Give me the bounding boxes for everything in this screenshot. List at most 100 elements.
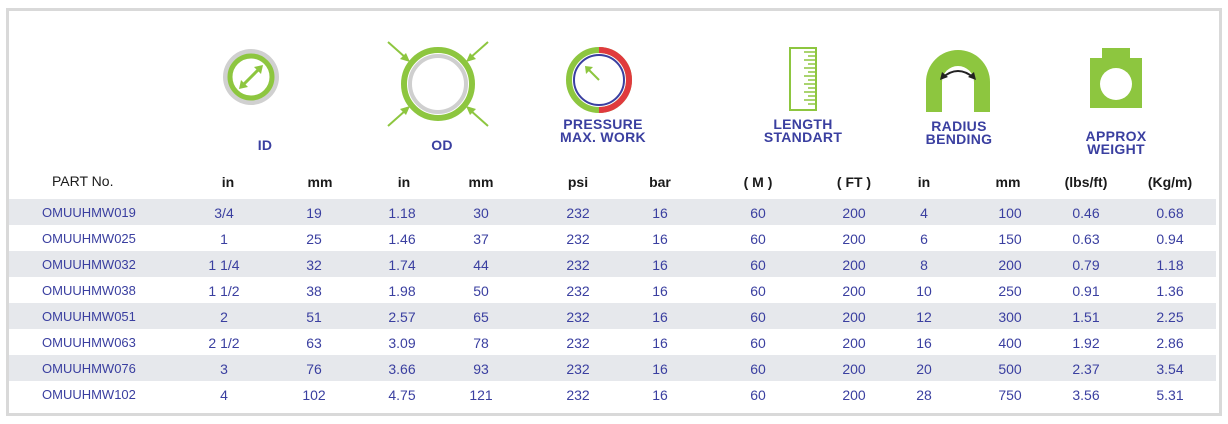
cell-ft: 200	[842, 361, 866, 377]
cell-kg-m: 1.18	[1156, 257, 1184, 273]
length-header: LENGTH STANDART	[748, 116, 858, 145]
cell-m: 60	[750, 361, 766, 377]
bend-radius-icon	[926, 50, 990, 112]
cell-kg-m: 0.94	[1156, 231, 1184, 247]
cell-kg-m: 2.25	[1156, 309, 1184, 325]
cell-m: 60	[750, 335, 766, 351]
cell-od-in: 1.18	[388, 205, 416, 221]
cell-psi: 232	[566, 283, 590, 299]
subheader-id-in: in	[221, 174, 235, 190]
cell-id-in: 2 1/2	[208, 335, 240, 351]
table-row: OMUUHMW102 4 102 4.75 121 232 16 60 200 28 750 3.56…	[9, 381, 1216, 407]
cell-lbs-ft: 0.79	[1072, 257, 1100, 273]
length-header-line2: STANDART	[763, 129, 843, 145]
cell-od-mm: 65	[473, 309, 489, 325]
radius-header: RADIUS BENDING	[910, 119, 1008, 146]
cell-id-mm: 19	[306, 205, 322, 221]
cell-m: 60	[750, 205, 766, 221]
cell-ft: 200	[842, 335, 866, 351]
cell-psi: 232	[566, 361, 590, 377]
cell-lbs-ft: 0.63	[1072, 231, 1100, 247]
cell-kg-m: 0.68	[1156, 205, 1184, 221]
pressure-header-line2: MAX. WORK	[560, 129, 646, 145]
cell-bend-mm: 250	[998, 283, 1022, 299]
cell-bend-in: 6	[920, 231, 928, 247]
od-header: OD	[431, 137, 453, 153]
length-header-line1: LENGTH	[773, 116, 833, 132]
table-row: OMUUHMW019 3/4 19 1.18 30 232 16 60 200 4 100 0.46 0…	[9, 199, 1216, 225]
cell-id-mm: 102	[302, 387, 326, 403]
cell-id-mm: 51	[306, 309, 322, 325]
subheader-lbs-ft: (lbs/ft)	[1064, 174, 1108, 190]
table-row: OMUUHMW076 3 76 3.66 93 232 16 60 200 20 500 2.37 3.…	[9, 355, 1216, 381]
cell-ft: 200	[842, 283, 866, 299]
cell-lbs-ft: 0.91	[1072, 283, 1100, 299]
cell-bar: 16	[652, 309, 668, 325]
cell-bend-mm: 100	[998, 205, 1022, 221]
subheader-kg-m: (Kg/m)	[1147, 174, 1193, 190]
cell-od-in: 1.74	[388, 257, 416, 273]
cell-od-mm: 121	[469, 387, 493, 403]
cell-bend-mm: 750	[998, 387, 1022, 403]
cell-bar: 16	[652, 257, 668, 273]
table-row: OMUUHMW051 2 51 2.57 65 232 16 60 200 12 300 1.51 2.…	[9, 303, 1216, 329]
cell-id-mm: 76	[306, 361, 322, 377]
cell-m: 60	[750, 257, 766, 273]
cell-od-mm: 30	[473, 205, 489, 221]
cell-m: 60	[750, 309, 766, 325]
cell-od-mm: 37	[473, 231, 489, 247]
table-row: OMUUHMW038 1 1/2 38 1.98 50 232 16 60 200 10 250 0.…	[9, 277, 1216, 303]
subheader-bar: bar	[649, 174, 671, 190]
cell-bend-mm: 500	[998, 361, 1022, 377]
cell-bend-in: 20	[916, 361, 932, 377]
cell-part: OMUUHMW102	[42, 387, 136, 402]
cell-m: 60	[750, 387, 766, 403]
cell-m: 60	[750, 231, 766, 247]
cell-ft: 200	[842, 387, 866, 403]
cell-id-in: 1 1/4	[208, 257, 240, 273]
cell-lbs-ft: 1.51	[1072, 309, 1100, 325]
cell-part: OMUUHMW051	[42, 309, 136, 324]
cell-lbs-ft: 2.37	[1072, 361, 1100, 377]
cell-bend-in: 8	[920, 257, 928, 273]
cell-part: OMUUHMW019	[42, 205, 136, 220]
weight-icon	[1090, 48, 1142, 108]
cell-lbs-ft: 0.46	[1072, 205, 1100, 221]
cell-part: OMUUHMW032	[42, 257, 136, 272]
table-row: OMUUHMW025 1 25 1.46 37 232 16 60 200 6 150 0.63 0.9…	[9, 225, 1216, 251]
cell-od-in: 3.66	[388, 361, 416, 377]
weight-header: APPROX WEIGHT	[1066, 129, 1166, 157]
subheader-m: ( M )	[743, 174, 773, 190]
subheader-id-mm: mm	[307, 174, 333, 190]
cell-od-in: 3.09	[388, 335, 416, 351]
weight-header-line2: WEIGHT	[1087, 141, 1145, 157]
cell-od-in: 1.98	[388, 283, 416, 299]
cell-id-mm: 38	[306, 283, 322, 299]
pressure-header-line1: PRESSURE	[563, 116, 643, 132]
cell-bend-mm: 400	[998, 335, 1022, 351]
subheader-od-mm: mm	[468, 174, 494, 190]
cell-id-in: 4	[220, 387, 228, 403]
cell-od-in: 1.46	[388, 231, 416, 247]
cell-bend-in: 10	[916, 283, 932, 299]
cell-od-mm: 50	[473, 283, 489, 299]
cell-lbs-ft: 3.56	[1072, 387, 1100, 403]
cell-psi: 232	[566, 231, 590, 247]
cell-od-in: 2.57	[388, 309, 416, 325]
cell-ft: 200	[842, 231, 866, 247]
cell-od-mm: 44	[473, 257, 489, 273]
id-diameter-icon	[223, 49, 279, 105]
cell-psi: 232	[566, 387, 590, 403]
cell-kg-m: 1.36	[1156, 283, 1184, 299]
subheader-od-in: in	[397, 174, 411, 190]
cell-bar: 16	[652, 387, 668, 403]
cell-part: OMUUHMW076	[42, 361, 136, 376]
cell-part: OMUUHMW038	[42, 283, 136, 298]
cell-id-in: 1 1/2	[208, 283, 240, 299]
cell-id-in: 3/4	[214, 205, 234, 221]
cell-od-mm: 78	[473, 335, 489, 351]
cell-m: 60	[750, 283, 766, 299]
cell-psi: 232	[566, 309, 590, 325]
cell-bend-mm: 200	[998, 257, 1022, 273]
table-row: OMUUHMW032 1 1/4 32 1.74 44 232 16 60 200 8 200 0.7…	[9, 251, 1216, 277]
